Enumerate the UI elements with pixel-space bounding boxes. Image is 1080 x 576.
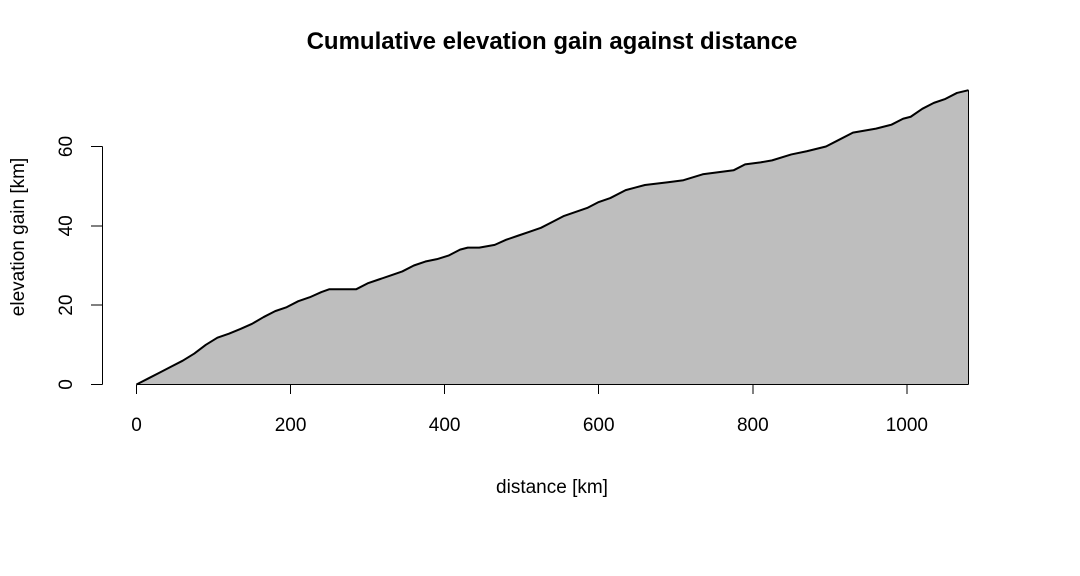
x-tick-label: 200 [275,415,307,436]
x-tick-label: 800 [737,415,769,436]
plot-area [136,89,969,386]
y-axis-label: elevation gain [km] [8,158,29,316]
x-axis: 0 200 400 600 800 1000 [131,384,928,436]
x-tick-label: 600 [583,415,615,436]
x-axis-label: distance [km] [496,477,608,498]
y-tick-label: 0 [56,379,77,390]
y-axis: 0 20 40 60 [56,136,103,390]
y-tick-label: 60 [56,136,77,157]
elevation-gain-line [136,89,969,386]
x-tick-label: 0 [131,415,142,436]
y-tick-label: 20 [56,295,77,316]
x-tick-label: 400 [429,415,461,436]
y-tick-label: 40 [56,215,77,236]
x-tick-label: 1000 [886,415,928,436]
chart-title: Cumulative elevation gain against distan… [307,28,798,55]
elevation-area-fill [136,90,969,385]
